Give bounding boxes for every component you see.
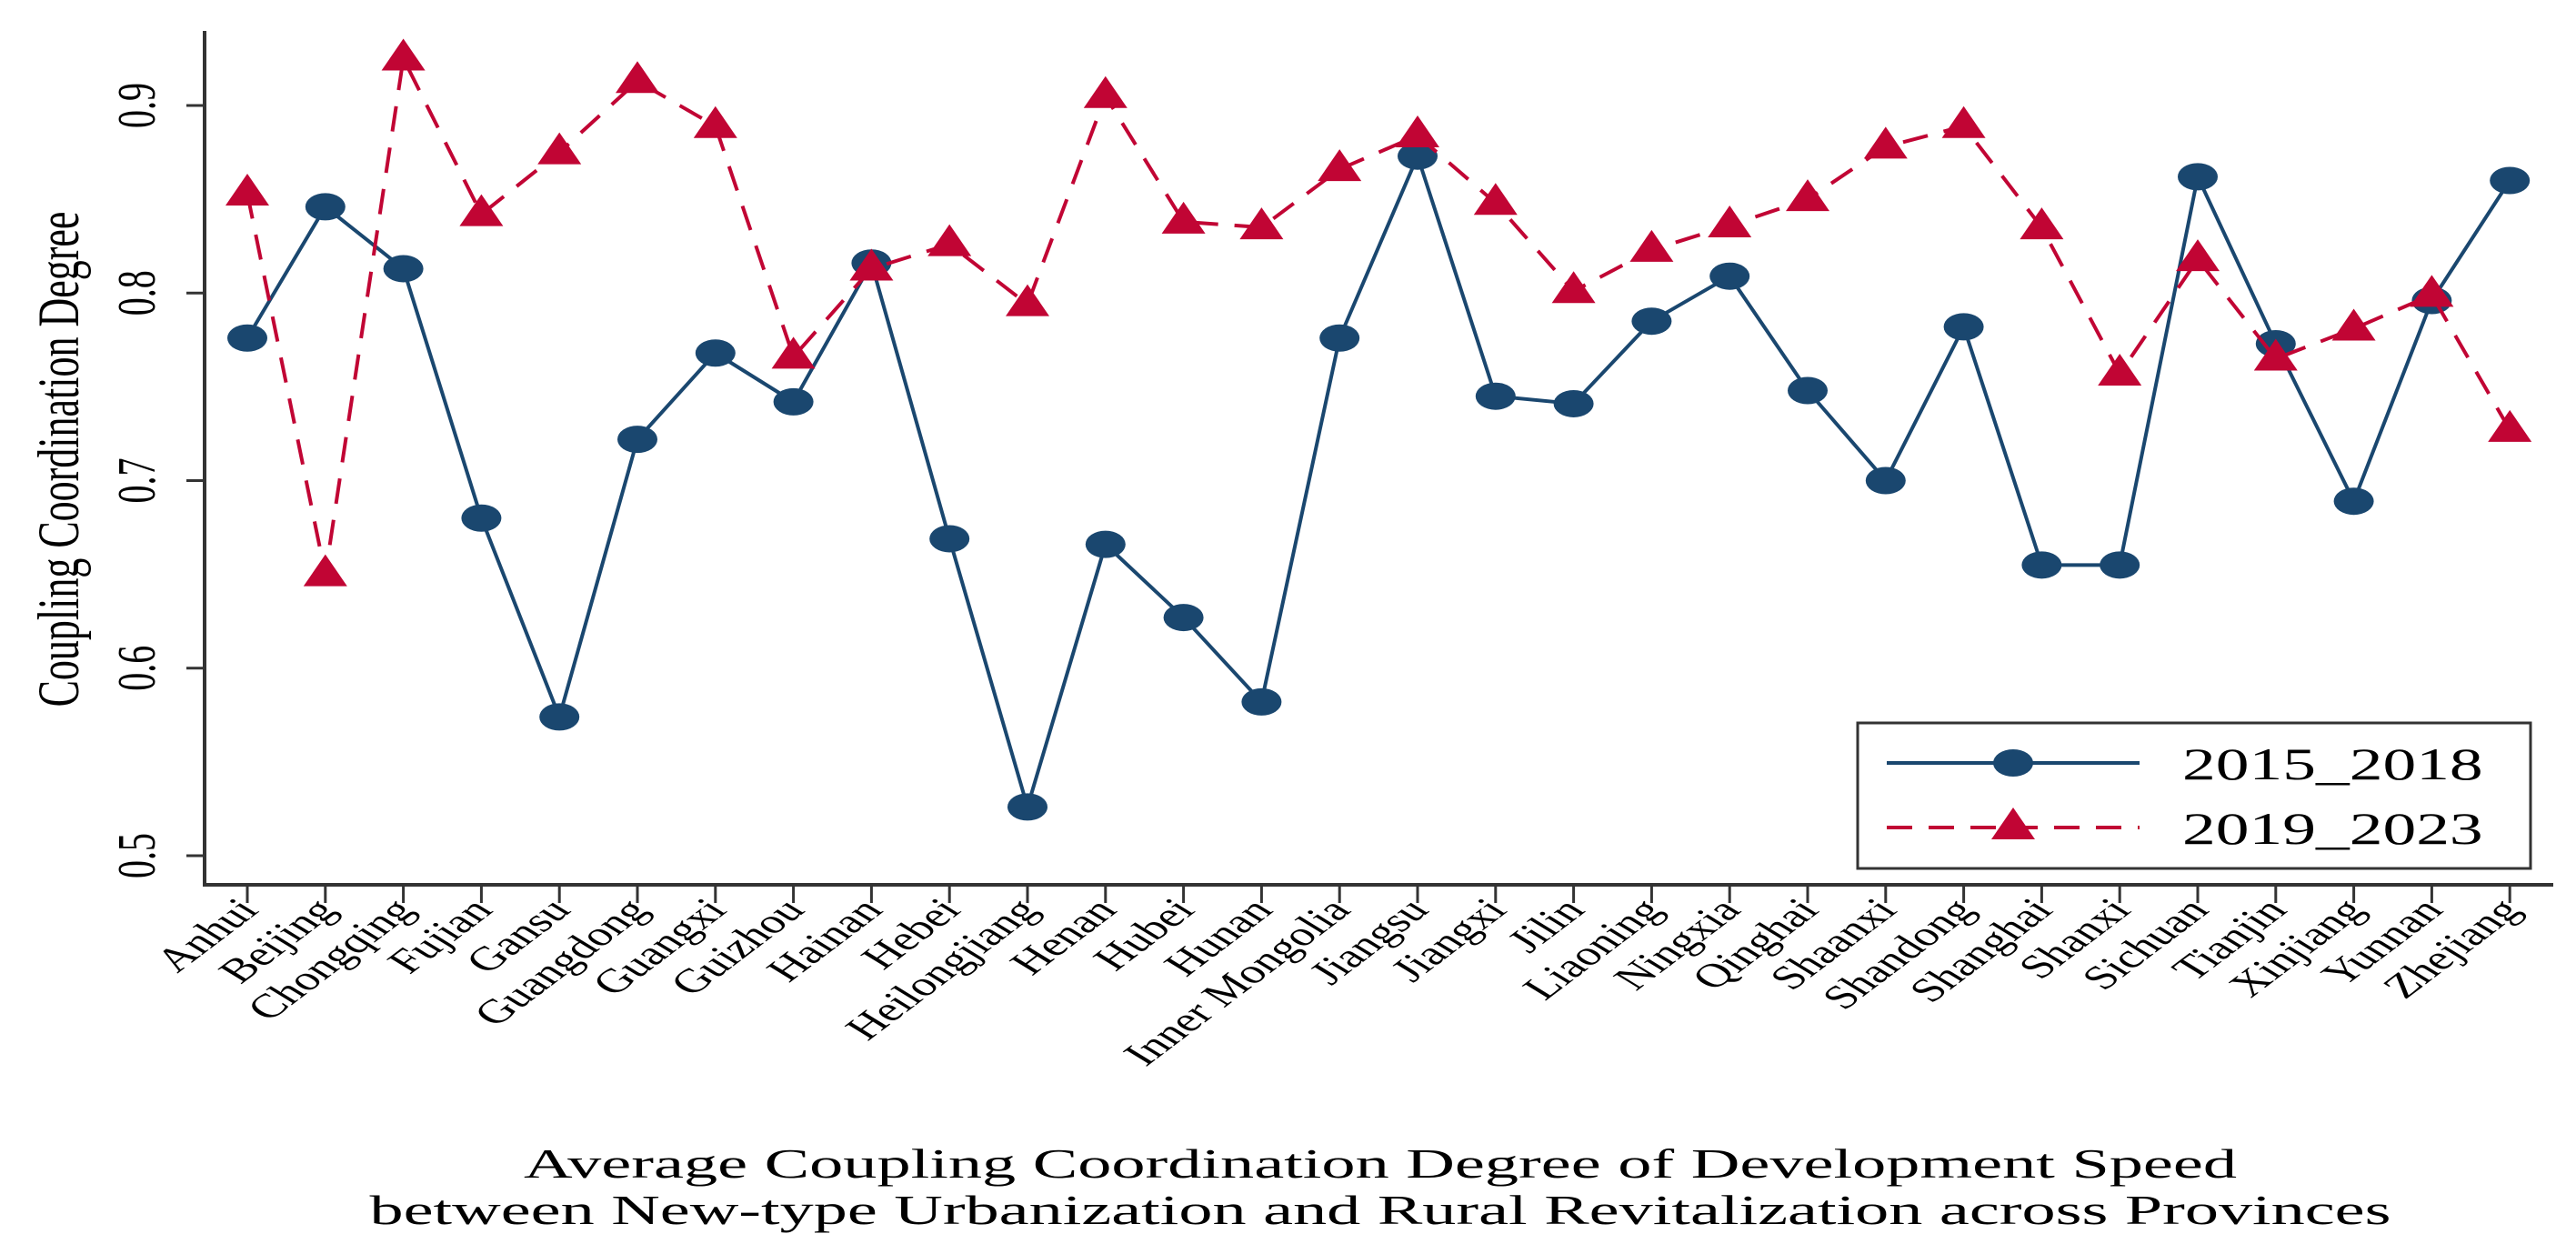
data-point-triangle (303, 554, 347, 587)
data-point-triangle (927, 224, 972, 256)
data-point-triangle (1396, 115, 1439, 147)
data-point-circle (2178, 163, 2218, 191)
data-point-triangle (849, 248, 894, 281)
data-point-circle (2490, 166, 2531, 195)
x-ticks: AnhuiBeijingChongqingFujianGansuGuangdon… (145, 885, 2531, 1073)
series-2015_2018 (227, 142, 2531, 821)
data-point-triangle (459, 194, 504, 226)
data-point-circle (1553, 389, 1594, 417)
y-tick-label: 0.7 (106, 458, 165, 504)
data-point-triangle (616, 61, 659, 94)
legend-box (1856, 721, 2532, 870)
data-point-triangle (2488, 409, 2532, 442)
data-point-triangle (1551, 271, 1596, 304)
data-point-circle (1788, 376, 1828, 405)
data-point-circle (1709, 262, 1750, 290)
axes (203, 31, 2553, 887)
data-point-triangle (693, 105, 737, 138)
legend-marker-circle (1993, 749, 2033, 777)
data-point-circle (929, 525, 970, 553)
data-point-triangle (1083, 75, 1128, 108)
data-point-circle (1007, 793, 1047, 821)
data-point-triangle (2253, 338, 2298, 371)
data-point-circle (1865, 466, 1906, 495)
y-tick-label: 0.5 (106, 833, 165, 878)
data-point-triangle (1629, 229, 1674, 262)
data-point-triangle (1006, 284, 1049, 316)
series-line-2015_2018 (246, 154, 2511, 809)
data-point-circle (227, 324, 267, 352)
data-point-triangle (226, 173, 269, 206)
data-point-circle (695, 339, 736, 367)
data-point-circle (2021, 551, 2062, 579)
data-point-triangle (1473, 183, 1518, 216)
data-point-circle (383, 255, 424, 283)
data-point-triangle (2331, 308, 2376, 341)
data-point-circle (1319, 324, 1360, 352)
data-point-triangle (1941, 105, 1986, 138)
data-point-triangle (2098, 353, 2142, 386)
data-point-circle (1085, 530, 1126, 558)
data-point-triangle (1239, 207, 1284, 240)
data-point-triangle (537, 132, 582, 165)
data-point-circle (1398, 142, 1438, 170)
data-point-triangle (771, 336, 816, 369)
data-point-circle (1631, 307, 1672, 336)
data-point-circle (305, 193, 346, 221)
data-point-triangle (1161, 201, 1206, 234)
data-point-circle (1943, 313, 1984, 341)
data-point-circle (617, 426, 657, 454)
data-point-circle (1475, 382, 1516, 410)
data-point-circle (2100, 551, 2140, 579)
data-point-circle (1241, 687, 1282, 716)
data-point-triangle (1786, 179, 1829, 212)
y-tick-label: 0.6 (106, 646, 165, 691)
y-tick-label: 0.9 (106, 83, 165, 128)
data-point-circle (1163, 604, 1204, 632)
series-layer (226, 38, 2532, 821)
data-point-triangle (2176, 239, 2220, 272)
data-point-circle (461, 504, 502, 532)
data-point-triangle (2410, 275, 2454, 307)
series-line-2019_2023 (246, 56, 2511, 577)
x-axis-title-line-1: Average Coupling Coordination Degree of … (524, 1140, 2237, 1187)
data-point-triangle (1708, 206, 1752, 237)
data-point-triangle (2020, 207, 2064, 240)
y-axis-title: Coupling Coordination Degree (26, 212, 91, 707)
x-axis-title-line-2: between New-type Urbanization and Rural … (370, 1187, 2391, 1233)
legend-label-2015-2018: 2015_2018 (2182, 738, 2483, 789)
y-ticks: 0.5 0.6 0.7 0.8 0.9 (106, 83, 205, 878)
data-point-triangle (1318, 149, 1362, 182)
data-point-circle (539, 703, 580, 731)
legend-marker-triangle (1991, 808, 2035, 839)
y-tick-label: 0.8 (106, 270, 165, 316)
data-point-circle (2333, 487, 2374, 516)
legend: 2015_2018 2019_2023 (1856, 721, 2532, 870)
series-2019_2023 (226, 38, 2532, 587)
data-point-circle (773, 387, 814, 416)
data-point-triangle (381, 38, 426, 71)
legend-label-2019-2023: 2019_2023 (2182, 803, 2483, 854)
data-point-triangle (1863, 126, 1908, 159)
